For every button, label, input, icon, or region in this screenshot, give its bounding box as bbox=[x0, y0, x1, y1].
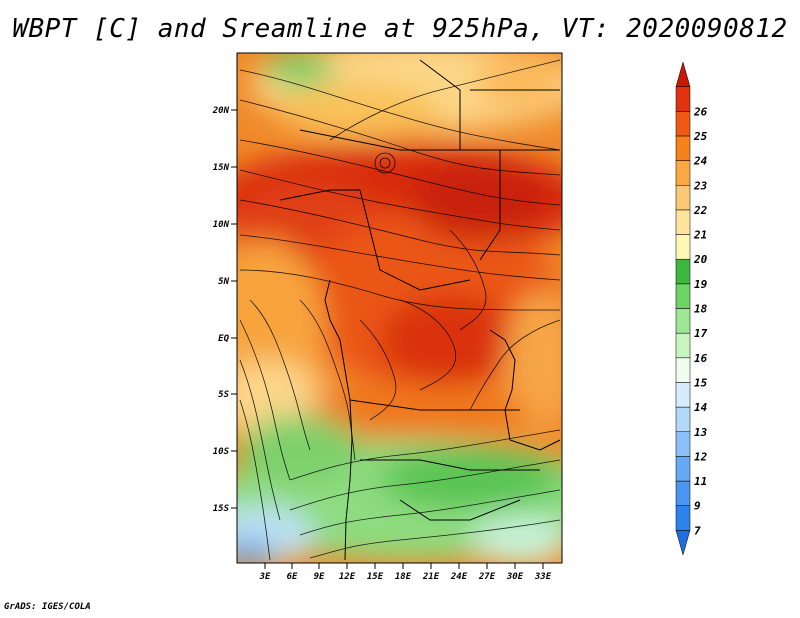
colorbar-swatch bbox=[675, 61, 691, 87]
colorbar-label: 12 bbox=[694, 450, 708, 463]
colorbar-label: 15 bbox=[694, 376, 708, 389]
lat-label: 10N bbox=[213, 220, 230, 230]
colorbar-swatches bbox=[675, 61, 691, 556]
grads-credit: GrADS: IGES/COLA bbox=[4, 602, 91, 612]
map-title: WBPT [C] and Sreamline at 925hPa, VT: 20… bbox=[12, 14, 788, 44]
colorbar-label: 25 bbox=[693, 130, 708, 143]
colorbar-swatch bbox=[675, 505, 691, 531]
wbpt-shading bbox=[237, 53, 562, 563]
colorbar-swatch bbox=[675, 234, 691, 260]
colorbar-label: 21 bbox=[693, 229, 707, 242]
colorbar-label: 17 bbox=[694, 327, 708, 340]
lon-label: 30E bbox=[506, 572, 524, 582]
colorbar-swatch bbox=[675, 332, 691, 359]
colorbar-swatch bbox=[675, 111, 691, 137]
lon-label: 3E bbox=[259, 572, 271, 582]
lat-label: 10S bbox=[213, 447, 230, 457]
colorbar-swatch bbox=[675, 283, 691, 309]
lat-label: EQ bbox=[218, 334, 229, 344]
lat-label: 5N bbox=[218, 277, 229, 287]
colorbar-label: 23 bbox=[693, 179, 708, 192]
colorbar-swatch bbox=[675, 135, 691, 161]
colorbar-swatch bbox=[675, 185, 691, 211]
colorbar-swatch bbox=[675, 406, 691, 433]
lon-label: 18E bbox=[395, 572, 412, 582]
colorbar-swatch bbox=[675, 480, 691, 506]
colorbar-swatch bbox=[675, 530, 691, 556]
colorbar-swatch bbox=[675, 431, 691, 457]
colorbar-swatch bbox=[675, 456, 691, 482]
colorbar-label: 16 bbox=[694, 352, 708, 365]
lon-label: 24E bbox=[450, 572, 468, 582]
colorbar-label: 13 bbox=[694, 426, 708, 439]
colorbar-label: 9 bbox=[694, 500, 701, 513]
colorbar-label: 20 bbox=[693, 253, 708, 266]
colorbar-label: 18 bbox=[694, 303, 708, 316]
colorbar: 7 9 11 12 13 14 15 16 17 18 19 20 21 22 23 24 25 26 bbox=[675, 61, 708, 556]
lon-label: 12E bbox=[339, 572, 356, 582]
lon-label: 21E bbox=[422, 572, 440, 582]
latitude-axis: 20N 15N 10N 5N EQ 5S 10S 15S bbox=[212, 106, 237, 514]
lat-label: 5S bbox=[218, 390, 229, 400]
colorbar-swatch bbox=[675, 258, 691, 285]
colorbar-swatch bbox=[675, 209, 691, 235]
colorbar-labels: 7 9 11 12 13 14 15 16 17 18 19 20 21 22 23 24 25 26 bbox=[693, 105, 708, 537]
colorbar-label: 7 bbox=[694, 524, 701, 537]
colorbar-label: 26 bbox=[693, 105, 708, 118]
colorbar-label: 22 bbox=[693, 204, 708, 217]
colorbar-swatch bbox=[675, 357, 691, 383]
colorbar-swatch bbox=[675, 382, 691, 408]
lat-label: 20N bbox=[212, 106, 230, 116]
lat-label: 15S bbox=[213, 504, 230, 514]
colorbar-swatch bbox=[675, 86, 691, 112]
lon-label: 33E bbox=[534, 572, 552, 582]
lat-label: 15N bbox=[213, 163, 230, 173]
colorbar-label: 24 bbox=[693, 155, 708, 168]
colorbar-swatch bbox=[675, 308, 691, 334]
lon-label: 9E bbox=[314, 572, 325, 582]
lon-label: 15E bbox=[367, 572, 384, 582]
colorbar-label: 11 bbox=[694, 475, 707, 488]
longitude-axis: 3E 6E 9E 12E 15E 18E 21E 24E 27E 30E 33E bbox=[259, 563, 552, 582]
colorbar-label: 14 bbox=[694, 401, 708, 414]
colorbar-swatch bbox=[675, 160, 691, 186]
map-frame bbox=[236, 52, 563, 564]
colorbar-label: 19 bbox=[694, 278, 708, 291]
lon-label: 27E bbox=[478, 572, 496, 582]
lon-label: 6E bbox=[287, 572, 298, 582]
country-borders bbox=[279, 59, 561, 561]
